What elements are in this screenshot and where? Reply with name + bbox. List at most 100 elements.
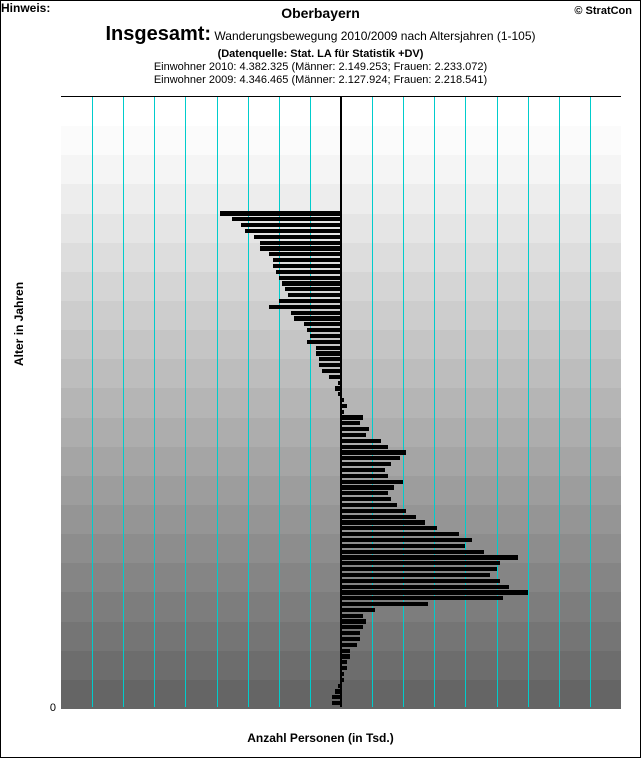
bar [341,649,350,653]
bar [254,235,341,239]
title-source: (Datenquelle: Stat. LA für Statistik +DV… [1,48,640,60]
bar [341,544,465,548]
bar [341,637,360,641]
bar [341,445,388,449]
x-axis-title: Anzahl Personen (in Tsd.) [1,731,640,745]
bar [319,357,341,361]
bar [341,666,347,670]
bar [285,287,341,291]
bar [332,701,341,705]
gridline [92,97,93,707]
gridline [497,97,498,707]
gridline [465,97,466,707]
bar [341,672,344,676]
bar [273,264,341,268]
gridline [528,97,529,707]
bar [335,386,341,390]
bar [341,509,406,513]
bar [279,276,341,280]
bar [341,439,381,443]
hint-annotation: Hinweis: [1,1,50,17]
bar [322,369,341,373]
gridline [310,97,311,707]
bar [329,375,341,379]
bar [341,503,397,507]
plot-area [61,96,621,708]
bar [341,415,363,419]
bar [341,474,388,478]
bar [341,526,437,530]
bar [276,270,341,274]
gridline [434,97,435,707]
bar [341,515,416,519]
gridline [123,97,124,707]
bar [304,322,341,326]
bar [341,678,344,682]
bar [307,328,341,332]
bar [341,567,497,571]
bar [269,252,341,256]
bar [341,497,391,501]
bar [341,456,400,460]
bar [341,585,509,589]
y-tick-label: 0 [26,702,56,714]
bar [341,468,385,472]
bar [279,299,341,303]
gridline [559,97,560,707]
bar [341,625,363,629]
bar [341,398,344,402]
bar [341,491,388,495]
bar [341,660,347,664]
title-rest: Wanderungsbewegung 2010/2009 nach Alters… [211,29,535,43]
bar [291,311,341,315]
bar [341,433,366,437]
gridline [372,97,373,707]
bar [341,631,360,635]
title-block: Oberbayern Insgesamt: Wanderungsbewegung… [1,5,640,86]
title-main-line: Insgesamt: Wanderungsbewegung 2010/2009 … [1,23,640,46]
bar [341,520,425,524]
bar [341,555,518,559]
title-main: Insgesamt: [105,23,211,45]
title-pop-2009: Einwohner 2009: 4.346.465 (Männer: 2.127… [1,74,640,86]
title-pop-2010: Einwohner 2010: 4.382.325 (Männer: 2.149… [1,61,640,73]
bar [341,538,472,542]
bar [282,281,341,285]
gridline [403,97,404,707]
bar [319,363,341,367]
bar [316,351,341,355]
gridline [154,97,155,707]
bar [341,550,484,554]
bar [341,485,394,489]
bar [220,211,341,215]
bar [341,462,391,466]
bar [341,404,347,408]
bar [341,602,428,606]
bar [341,596,503,600]
bar [341,643,357,647]
bar [245,229,341,233]
hint-title: Hinweis: [1,1,50,15]
y-axis-title: Alter in Jahren [12,282,26,366]
bar [288,293,341,297]
gridline [279,97,280,707]
bar [341,421,360,425]
gridline [248,97,249,707]
chart-frame: © StratCon Oberbayern Insgesamt: Wanderu… [0,0,641,758]
bar [307,340,341,344]
bar [316,346,341,350]
bar [341,480,403,484]
bar [341,590,528,594]
gridline [590,97,591,707]
bar [260,246,341,250]
bar [341,561,500,565]
bar [341,573,490,577]
bar [335,689,341,693]
bar [341,619,366,623]
bar [341,579,500,583]
gridline [185,97,186,707]
bar [332,695,341,699]
bar [341,450,406,454]
bar [341,532,459,536]
bar [341,614,363,618]
